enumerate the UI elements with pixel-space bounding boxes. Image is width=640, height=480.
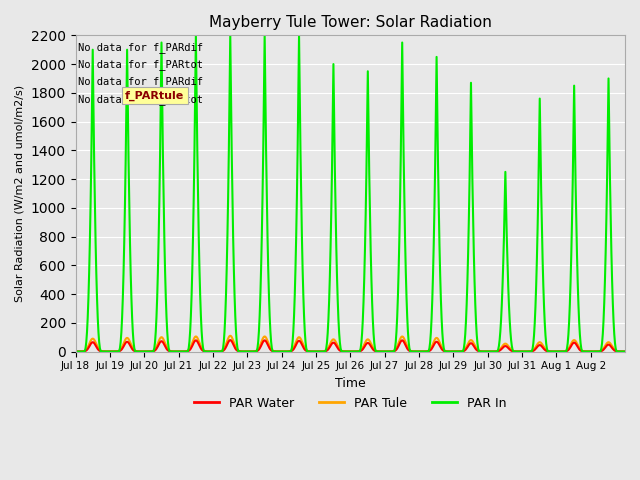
PAR In — [438, 330, 446, 336]
Y-axis label: Solar Radiation (W/m2 and umol/m2/s): Solar Radiation (W/m2 and umol/m2/s) — [15, 85, 25, 302]
PAR Water — [621, 348, 629, 354]
PAR Tule — [408, 348, 415, 354]
Text: No data for f_PARdif: No data for f_PARdif — [78, 76, 204, 87]
PAR Tule — [136, 348, 144, 354]
PAR In — [621, 348, 629, 354]
Line: PAR In: PAR In — [76, 36, 625, 351]
PAR In — [136, 348, 144, 354]
PAR Water — [438, 347, 446, 353]
PAR Water — [72, 348, 79, 354]
PAR In — [286, 348, 294, 354]
PAR Tule — [227, 333, 234, 338]
PAR Water — [484, 348, 492, 354]
Text: No data for f_PARtot: No data for f_PARtot — [78, 59, 204, 70]
Text: No data for f_PARtot: No data for f_PARtot — [78, 94, 204, 105]
X-axis label: Time: Time — [335, 377, 365, 390]
PAR Tule — [621, 348, 629, 354]
PAR In — [192, 33, 200, 38]
PAR Water — [238, 348, 246, 354]
Text: No data for f_PARdif: No data for f_PARdif — [78, 42, 204, 53]
PAR Water — [286, 348, 294, 354]
PAR Tule — [438, 345, 446, 351]
PAR In — [72, 348, 79, 354]
Line: PAR Tule: PAR Tule — [76, 336, 625, 351]
Line: PAR Water: PAR Water — [76, 340, 625, 351]
PAR In — [408, 348, 415, 354]
Title: Mayberry Tule Tower: Solar Radiation: Mayberry Tule Tower: Solar Radiation — [209, 15, 492, 30]
PAR Water — [265, 344, 273, 350]
PAR Water — [227, 337, 234, 343]
PAR Tule — [72, 348, 79, 354]
PAR In — [238, 348, 246, 354]
PAR Tule — [286, 348, 294, 354]
Text: f_PARtule: f_PARtule — [125, 91, 184, 101]
PAR Tule — [238, 348, 246, 354]
Legend: PAR Water, PAR Tule, PAR In: PAR Water, PAR Tule, PAR In — [189, 392, 511, 415]
PAR Tule — [265, 342, 273, 348]
PAR In — [265, 293, 273, 299]
PAR Water — [408, 348, 415, 354]
PAR Tule — [484, 348, 492, 354]
PAR Water — [136, 348, 144, 354]
